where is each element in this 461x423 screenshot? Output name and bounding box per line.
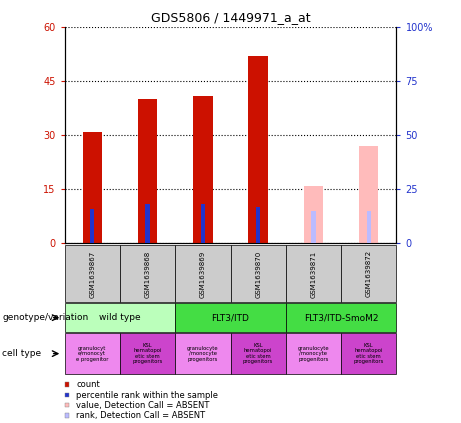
- Bar: [138, 99, 157, 243]
- Text: KSL
hematopoi
etic stem
progenitors: KSL hematopoi etic stem progenitors: [354, 343, 384, 364]
- Bar: [304, 186, 323, 243]
- Bar: [83, 132, 102, 243]
- Text: granulocyte
/monocyte
progenitors: granulocyte /monocyte progenitors: [298, 346, 329, 362]
- Bar: [193, 96, 213, 243]
- Text: GDS5806 / 1449971_a_at: GDS5806 / 1449971_a_at: [151, 11, 310, 24]
- Bar: [90, 209, 95, 243]
- Text: FLT3/ITD-SmoM2: FLT3/ITD-SmoM2: [304, 313, 378, 322]
- Bar: [256, 206, 260, 243]
- Text: GSM1639871: GSM1639871: [310, 250, 317, 297]
- Bar: [201, 204, 205, 243]
- Text: GSM1639870: GSM1639870: [255, 250, 261, 297]
- Text: GSM1639872: GSM1639872: [366, 250, 372, 297]
- Text: KSL
hematopoi
etic stem
progenitors: KSL hematopoi etic stem progenitors: [243, 343, 273, 364]
- Bar: [366, 211, 371, 243]
- Bar: [311, 211, 316, 243]
- Bar: [248, 56, 268, 243]
- Text: GSM1639869: GSM1639869: [200, 250, 206, 297]
- Text: cell type: cell type: [2, 349, 41, 358]
- Text: value, Detection Call = ABSENT: value, Detection Call = ABSENT: [76, 401, 209, 410]
- Text: KSL
hematopoi
etic stem
progenitors: KSL hematopoi etic stem progenitors: [132, 343, 163, 364]
- Bar: [359, 146, 378, 243]
- Text: wild type: wild type: [99, 313, 141, 322]
- Text: GSM1639867: GSM1639867: [89, 250, 95, 297]
- Text: FLT3/ITD: FLT3/ITD: [212, 313, 249, 322]
- Text: granulocyt
e/monocyt
e progenitor: granulocyt e/monocyt e progenitor: [76, 346, 108, 362]
- Text: percentile rank within the sample: percentile rank within the sample: [76, 390, 218, 400]
- Text: GSM1639868: GSM1639868: [144, 250, 151, 297]
- Text: genotype/variation: genotype/variation: [2, 313, 89, 322]
- Text: count: count: [76, 380, 100, 390]
- Text: rank, Detection Call = ABSENT: rank, Detection Call = ABSENT: [76, 411, 205, 420]
- Text: granulocyte
/monocyte
progenitors: granulocyte /monocyte progenitors: [187, 346, 219, 362]
- Bar: [145, 204, 150, 243]
